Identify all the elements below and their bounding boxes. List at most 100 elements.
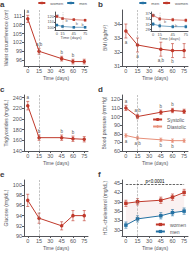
svg-text:28: 28 bbox=[146, 27, 151, 32]
svg-text:75: 75 bbox=[181, 68, 187, 74]
svg-text:a: a bbox=[57, 12, 60, 17]
svg-text:a: a bbox=[0, 0, 5, 9]
svg-text:b: b bbox=[160, 104, 163, 109]
svg-text:75: 75 bbox=[81, 238, 87, 244]
svg-text:Time (days): Time (days) bbox=[142, 160, 169, 166]
svg-text:30: 30 bbox=[114, 227, 120, 233]
svg-text:36: 36 bbox=[114, 208, 120, 214]
svg-text:140: 140 bbox=[13, 148, 22, 154]
svg-text:108: 108 bbox=[13, 22, 22, 28]
svg-text:Time (days): Time (days) bbox=[43, 75, 70, 81]
svg-text:women: women bbox=[50, 1, 63, 6]
svg-text:e: e bbox=[0, 170, 5, 179]
svg-text:c: c bbox=[0, 85, 5, 94]
svg-text:b: b bbox=[60, 129, 63, 134]
svg-text:a: a bbox=[27, 95, 30, 100]
svg-text:b: b bbox=[76, 21, 79, 26]
svg-text:HDL-cholesterol (mg/dL): HDL-cholesterol (mg/dL) bbox=[102, 180, 108, 235]
svg-text:b: b bbox=[171, 102, 174, 107]
svg-text:b: b bbox=[72, 53, 75, 58]
svg-text:30: 30 bbox=[47, 153, 53, 159]
svg-text:15: 15 bbox=[157, 32, 162, 37]
svg-text:b: b bbox=[82, 22, 85, 27]
svg-text:100: 100 bbox=[47, 25, 54, 30]
svg-text:75: 75 bbox=[181, 153, 187, 159]
svg-text:men: men bbox=[170, 229, 180, 235]
svg-text:15: 15 bbox=[36, 238, 42, 244]
svg-text:75: 75 bbox=[81, 68, 87, 74]
svg-text:0: 0 bbox=[124, 238, 127, 244]
svg-text:Systolic: Systolic bbox=[167, 117, 185, 123]
svg-text:80: 80 bbox=[114, 131, 120, 137]
svg-text:Time (days): Time (days) bbox=[61, 35, 83, 40]
svg-text:45: 45 bbox=[114, 180, 120, 186]
svg-text:0: 0 bbox=[26, 238, 29, 244]
svg-text:70: 70 bbox=[114, 139, 120, 145]
svg-text:f: f bbox=[98, 170, 101, 179]
svg-text:60: 60 bbox=[169, 153, 175, 159]
svg-text:96: 96 bbox=[16, 202, 22, 208]
svg-text:b: b bbox=[66, 18, 69, 23]
svg-text:75: 75 bbox=[81, 153, 87, 159]
svg-text:0: 0 bbox=[124, 68, 127, 74]
svg-text:b: b bbox=[98, 0, 103, 9]
svg-text:45: 45 bbox=[158, 238, 164, 244]
svg-text:60: 60 bbox=[114, 148, 120, 154]
svg-text:Glucose (mg/dL): Glucose (mg/dL) bbox=[3, 189, 9, 226]
svg-text:45: 45 bbox=[158, 68, 164, 74]
svg-text:33: 33 bbox=[114, 35, 120, 41]
svg-text:75: 75 bbox=[184, 32, 189, 37]
svg-text:96: 96 bbox=[16, 57, 22, 63]
svg-text:90: 90 bbox=[114, 122, 120, 128]
svg-text:men: men bbox=[151, 1, 159, 6]
svg-text:45: 45 bbox=[171, 32, 176, 37]
svg-text:0: 0 bbox=[26, 153, 29, 159]
svg-text:98: 98 bbox=[16, 192, 22, 198]
svg-text:31: 31 bbox=[114, 63, 120, 69]
svg-text:75: 75 bbox=[83, 31, 88, 36]
svg-text:a: a bbox=[153, 12, 156, 17]
svg-text:31: 31 bbox=[146, 22, 151, 27]
svg-text:b: b bbox=[60, 50, 63, 55]
svg-text:Triglycerides (mg/dL): Triglycerides (mg/dL) bbox=[3, 99, 9, 146]
svg-text:a,b: a,b bbox=[158, 58, 165, 63]
svg-text:90: 90 bbox=[16, 233, 22, 239]
svg-text:100: 100 bbox=[111, 114, 120, 120]
svg-text:women: women bbox=[170, 222, 186, 228]
svg-text:33: 33 bbox=[114, 217, 120, 223]
svg-text:Time (days): Time (days) bbox=[142, 245, 169, 251]
svg-text:men: men bbox=[79, 1, 87, 6]
svg-text:102: 102 bbox=[13, 39, 22, 45]
svg-text:Time (days): Time (days) bbox=[43, 245, 70, 251]
svg-text:120: 120 bbox=[47, 14, 54, 19]
svg-text:15: 15 bbox=[134, 153, 140, 159]
svg-text:b: b bbox=[164, 19, 167, 24]
svg-text:45: 45 bbox=[158, 153, 164, 159]
svg-text:45: 45 bbox=[59, 153, 65, 159]
svg-text:240: 240 bbox=[13, 95, 22, 101]
svg-text:b: b bbox=[160, 143, 163, 148]
svg-text:30: 30 bbox=[47, 68, 53, 74]
svg-text:30: 30 bbox=[146, 68, 152, 74]
svg-text:32: 32 bbox=[114, 49, 120, 55]
svg-text:30: 30 bbox=[146, 153, 152, 159]
svg-text:160: 160 bbox=[13, 137, 22, 143]
svg-text:a: a bbox=[125, 139, 128, 144]
svg-text:60: 60 bbox=[169, 238, 175, 244]
svg-text:b: b bbox=[171, 59, 174, 64]
svg-text:0: 0 bbox=[124, 153, 127, 159]
svg-text:Time (days): Time (days) bbox=[142, 75, 169, 81]
svg-text:200: 200 bbox=[13, 116, 22, 122]
svg-text:b: b bbox=[72, 130, 75, 135]
svg-text:Blood pressure (mmHg): Blood pressure (mmHg) bbox=[101, 96, 107, 149]
svg-text:94: 94 bbox=[16, 213, 22, 219]
svg-text:Waist circumference (cm): Waist circumference (cm) bbox=[3, 9, 9, 66]
svg-text:30: 30 bbox=[47, 238, 53, 244]
svg-text:99: 99 bbox=[16, 48, 22, 54]
svg-text:39: 39 bbox=[114, 199, 120, 205]
svg-text:120: 120 bbox=[111, 96, 120, 102]
svg-text:15: 15 bbox=[60, 31, 65, 36]
svg-text:60: 60 bbox=[70, 68, 76, 74]
svg-text:15: 15 bbox=[134, 68, 140, 74]
svg-text:60: 60 bbox=[169, 68, 175, 74]
